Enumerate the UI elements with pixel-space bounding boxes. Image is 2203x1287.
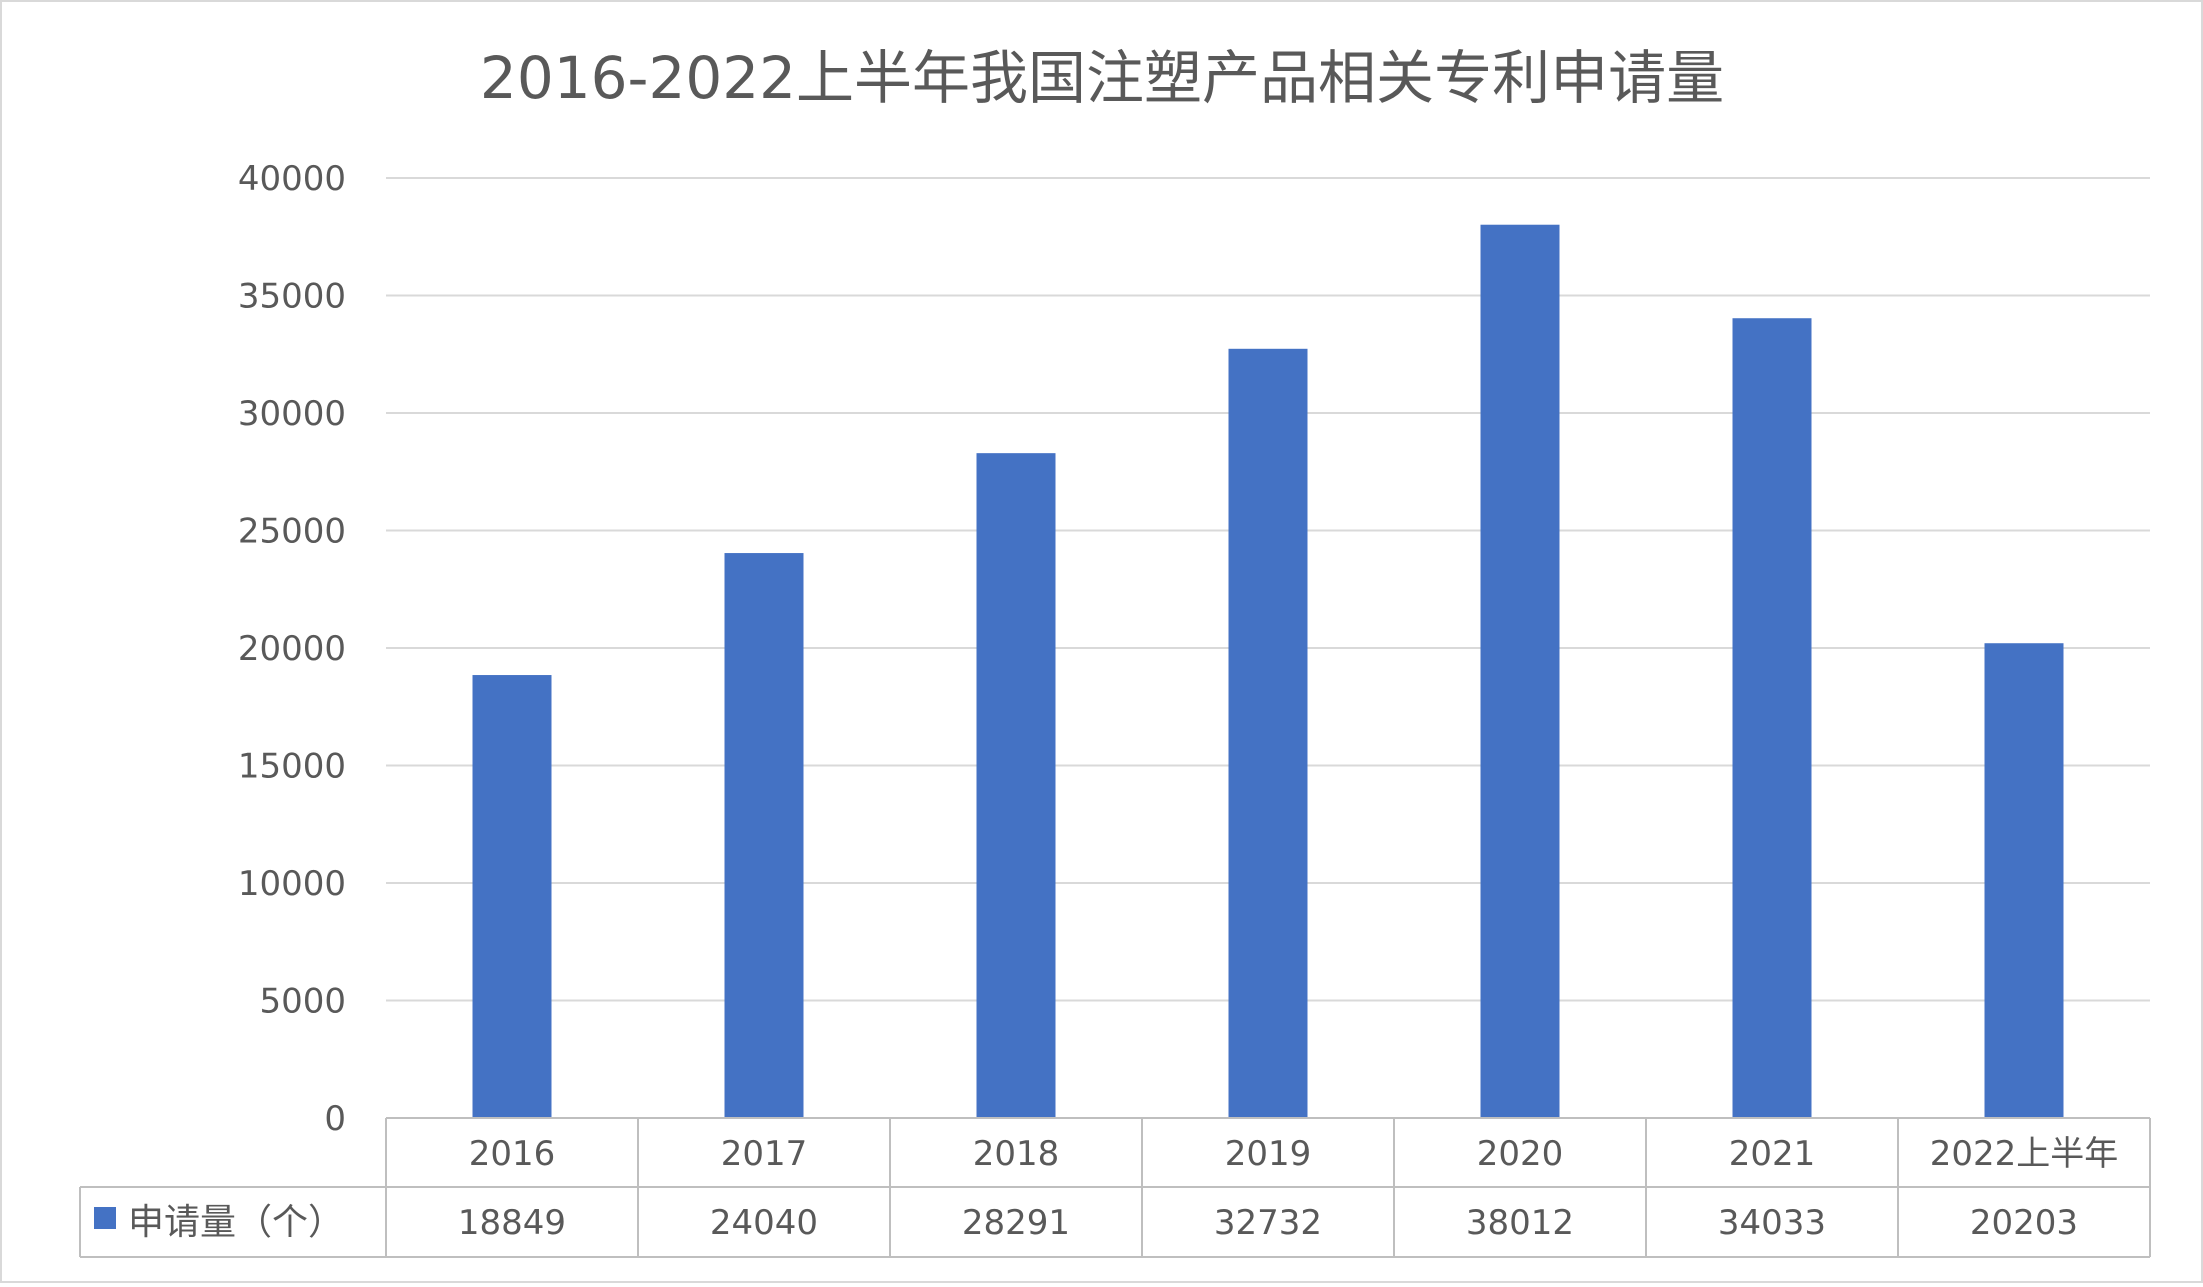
bars xyxy=(472,224,2064,1119)
y-tick-label: 25000 xyxy=(238,512,346,552)
bar xyxy=(1228,348,1308,1119)
x-tick-label: 2018 xyxy=(973,1134,1060,1174)
x-tick-label: 2019 xyxy=(1225,1134,1312,1174)
x-tick-label: 2020 xyxy=(1477,1134,1564,1174)
data-label: 20203 xyxy=(1970,1203,2078,1243)
y-axis-tick-labels: 0 5000 10000 15000 20000 25000 30000 35000 40000 xyxy=(238,159,346,1139)
data-table: 2016 18849 2017 24040 2018 28291 2019 32732 2020… xyxy=(79,1117,2151,1258)
bar xyxy=(1480,224,1560,1118)
y-tick-label: 20000 xyxy=(238,629,346,669)
bar xyxy=(472,675,552,1118)
data-label: 38012 xyxy=(1466,1203,1574,1243)
data-label: 32732 xyxy=(1214,1203,1322,1243)
data-label: 24040 xyxy=(710,1203,818,1243)
y-tick-label: 40000 xyxy=(238,159,346,199)
data-label: 18849 xyxy=(458,1203,566,1243)
chart-title: 2016-2022上半年我国注塑产品相关专利申请量 xyxy=(480,44,1724,112)
data-label: 34033 xyxy=(1718,1203,1826,1243)
x-tick-label: 2016 xyxy=(469,1134,556,1174)
bar xyxy=(724,553,804,1118)
y-tick-label: 5000 xyxy=(259,982,346,1022)
bar xyxy=(1984,643,2064,1118)
y-tick-label: 0 xyxy=(324,1099,346,1139)
legend-label: 申请量（个） xyxy=(128,1202,344,1243)
bar xyxy=(976,453,1056,1118)
y-tick-label: 10000 xyxy=(238,864,346,904)
bar xyxy=(1732,318,1812,1118)
y-tick-label: 15000 xyxy=(238,747,346,787)
y-tick-label: 35000 xyxy=(238,277,346,317)
data-label: 28291 xyxy=(962,1203,1070,1243)
y-tick-label: 30000 xyxy=(238,394,346,434)
x-tick-label: 2021 xyxy=(1729,1134,1816,1174)
x-tick-label: 2022上半年 xyxy=(1930,1134,2119,1174)
legend-swatch xyxy=(94,1207,116,1229)
x-tick-label: 2017 xyxy=(721,1134,808,1174)
